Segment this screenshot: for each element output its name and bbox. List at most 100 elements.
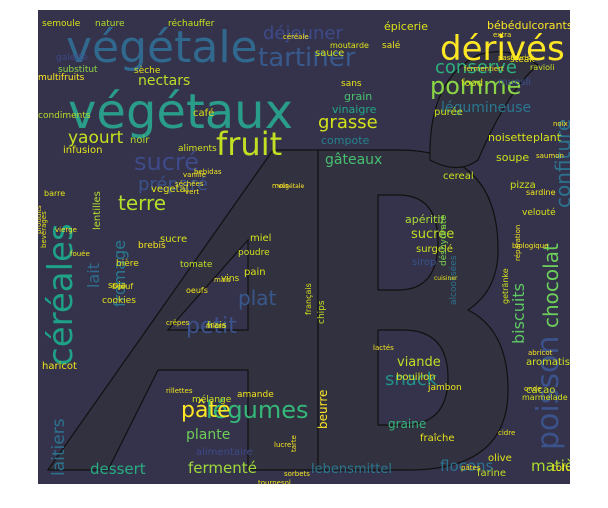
word-cloud-word: vinaigre (332, 103, 377, 116)
word-cloud-svg: végétaux végétale dérivés fruit céréales pois… (38, 18, 570, 484)
word-cloud-word: yaourt (68, 128, 124, 148)
word-cloud-word: sauce (315, 48, 344, 59)
word-cloud-word: surgelé (416, 243, 453, 255)
word-cloud-word: mois (272, 182, 289, 190)
word-cloud-word: sucrée (411, 227, 454, 242)
word-cloud-word: miel (250, 233, 271, 244)
word-cloud-word: lait (84, 263, 103, 288)
word-cloud-word: séchées (175, 180, 204, 188)
word-cloud-word: vanille (183, 171, 206, 179)
word-cloud-word: vegetal (151, 184, 188, 195)
word-cloud-word: saumon (536, 152, 564, 160)
word-cloud-word: lebensmittel (311, 462, 392, 477)
word-cloud-word: mélange (192, 394, 232, 405)
word-cloud-word: réparation (514, 225, 522, 261)
word-cloud-word: poisson (531, 336, 566, 450)
word-cloud-word: terre (118, 191, 166, 215)
word-cloud-word: rillettes (166, 387, 193, 395)
word-cloud-word: produits (38, 205, 43, 234)
word-cloud-word: pasteurisé (498, 54, 535, 62)
word-cloud-word: haricot (42, 361, 77, 372)
word-cloud-word: sardine (526, 188, 556, 197)
word-cloud-word: tournesol (258, 479, 291, 484)
word-cloud-word: tofu (552, 463, 570, 474)
word-cloud-word: légumes (206, 396, 309, 424)
word-cloud-word: amande (237, 390, 274, 400)
word-cloud-word: soupe (496, 151, 529, 164)
word-cloud-word: cereal (443, 171, 474, 182)
word-cloud-word: semoule (42, 19, 81, 29)
word-cloud-word: céréales (41, 223, 81, 366)
word-cloud-word: moutarde (330, 41, 369, 50)
word-cloud-word: légumineuse (441, 100, 531, 116)
logo-letter-a (46, 149, 319, 471)
word-cloud-word: tartiner (258, 43, 356, 73)
word-cloud-word: micro (206, 322, 226, 330)
word-cloud-word: brebis (138, 241, 166, 251)
word-cloud-word: bouillon (396, 372, 436, 383)
word-cloud-word: dérivés (440, 29, 565, 69)
word-cloud-word: sucré (134, 148, 199, 176)
word-cloud-word: fruit (216, 125, 282, 163)
word-cloud-word: chocolat (539, 243, 563, 328)
word-cloud-word: dessert (90, 460, 146, 478)
word-cloud-word: soja (108, 281, 126, 291)
word-cloud-word: cookies (102, 296, 136, 306)
word-cloud-word: français (304, 283, 313, 315)
word-cloud-word: alcoolisées (448, 255, 459, 305)
word-cloud-word: noisette (488, 131, 533, 144)
word-cloud-word: abricot (528, 349, 553, 357)
word-cloud-word: bœuf (112, 282, 133, 291)
word-cloud-word: purée (434, 106, 463, 118)
word-cloud-word: farine (477, 468, 506, 479)
word-cloud-word: flocons (440, 457, 494, 475)
word-cloud-word: céréale (283, 33, 309, 41)
word-cloud-word: café (193, 107, 214, 119)
word-cloud-word: vert (185, 188, 199, 196)
word-cloud-word: substitut (58, 65, 98, 75)
word-cloud-word: cidre (498, 429, 515, 437)
word-cloud-word: épicerie (384, 20, 428, 33)
word-cloud-word: préparé (138, 174, 208, 195)
word-cloud-word: extra (493, 31, 511, 39)
word-cloud-word: réchauffer (168, 18, 215, 29)
word-cloud-word: noix (553, 120, 568, 128)
word-layer: végétaux végétale dérivés fruit céréales pois… (38, 18, 570, 484)
word-cloud-word: pizza (510, 180, 536, 191)
word-cloud-word: food (461, 78, 483, 89)
word-cloud-word: fraîche (420, 432, 455, 444)
word-cloud-word: fouée (70, 250, 90, 258)
word-cloud-word: multifruits (38, 73, 85, 83)
word-cloud-word: aromatisé (526, 356, 570, 368)
word-cloud-word: alimentaire (196, 447, 253, 458)
word-cloud-word: getränke (501, 268, 510, 304)
word-cloud-word: graine (388, 417, 426, 431)
word-cloud-word: fermenté (188, 459, 257, 477)
word-cloud-word: snack (385, 369, 438, 390)
word-cloud-word: vins (221, 274, 240, 284)
word-cloud-word: muesli (498, 77, 531, 88)
word-cloud-word: sans (341, 79, 362, 89)
word-cloud-word: pâte (181, 398, 231, 423)
word-cloud-word: crêpes (166, 319, 190, 327)
word-cloud-canvas: végétaux végétale dérivés fruit céréales pois… (38, 10, 570, 484)
word-cloud-word: aliments (178, 144, 217, 154)
word-cloud-word: sorbets (284, 470, 310, 478)
word-cloud-word: fromage (110, 240, 129, 307)
logo-letter-b (317, 149, 509, 471)
word-cloud-word: marmelade (522, 393, 568, 402)
word-cloud-word: matière (531, 457, 570, 475)
word-cloud-word: grasse (318, 112, 378, 133)
word-cloud-word: chips (317, 300, 327, 324)
word-cloud-word: vierge (55, 226, 77, 234)
word-cloud-word: cuisiner (434, 275, 458, 282)
word-cloud-word: nectars (138, 73, 190, 89)
word-cloud-word: plat (238, 286, 277, 310)
word-cloud-word: petit (186, 314, 237, 339)
word-cloud-word: biscuits (509, 283, 528, 344)
word-cloud-word: galette (56, 53, 88, 63)
word-cloud-word: apéritif (405, 213, 445, 226)
word-cloud-word: compote (321, 134, 370, 147)
word-cloud-word: cacao (526, 385, 555, 396)
word-cloud-word: déjeuner (263, 23, 343, 44)
